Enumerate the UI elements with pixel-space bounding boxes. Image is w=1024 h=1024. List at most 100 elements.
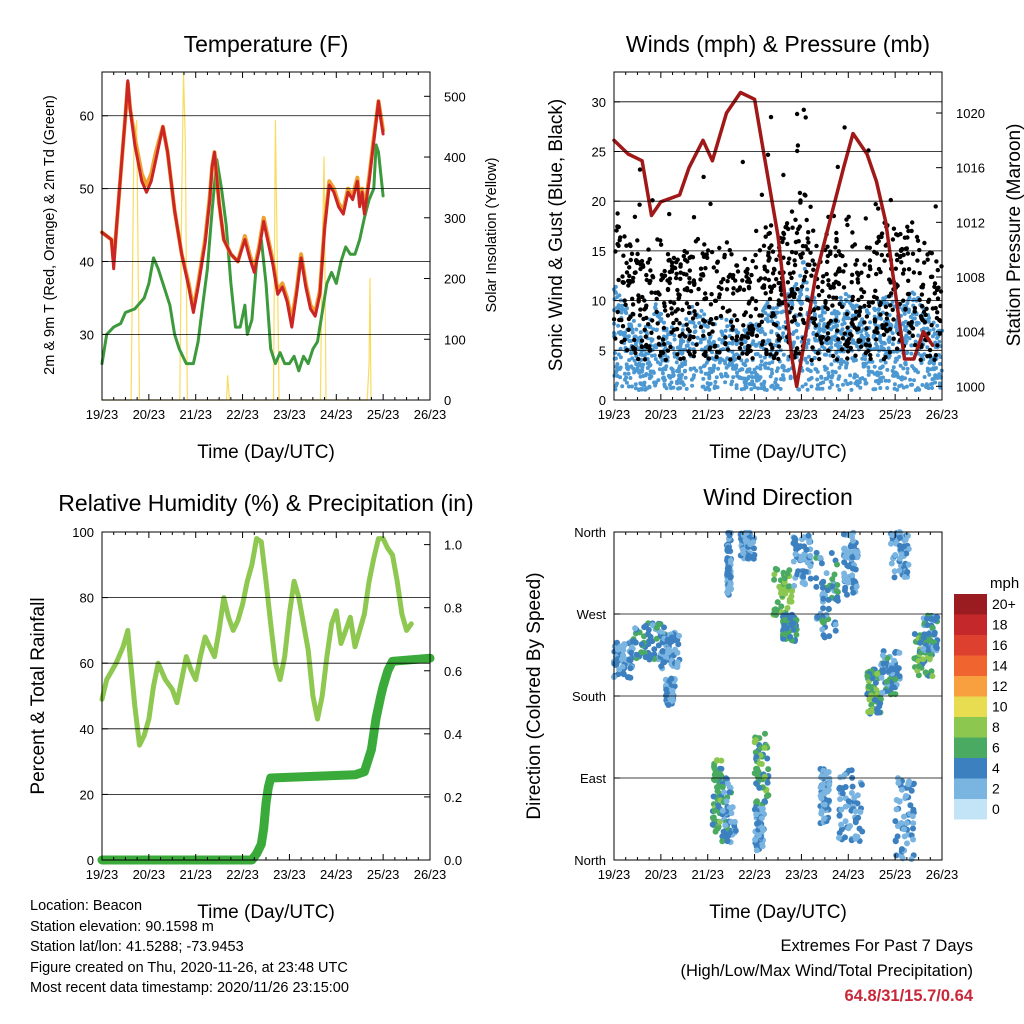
y-tick-label: 40	[80, 255, 94, 270]
gust-point	[919, 316, 924, 321]
direction-point	[620, 652, 627, 659]
x-tick-label: 26/23	[926, 407, 959, 422]
gust-point	[706, 356, 712, 361]
sonic-wind-point	[734, 363, 739, 368]
direction-point	[627, 665, 634, 672]
gust-point	[740, 278, 745, 283]
gust-point	[748, 314, 753, 319]
gust-point	[887, 326, 893, 332]
gust-point	[674, 326, 680, 332]
gust-point	[792, 258, 797, 263]
sonic-wind-point	[847, 294, 851, 299]
gust-point	[883, 304, 889, 309]
sonic-wind-point	[788, 376, 793, 381]
sonic-wind-point	[886, 346, 891, 351]
gust-point	[915, 258, 920, 263]
sonic-wind-point	[809, 376, 814, 380]
sonic-wind-point	[878, 386, 883, 390]
x-tick-label: 21/23	[691, 407, 724, 422]
gust-point	[703, 296, 709, 301]
gust-point	[858, 305, 863, 310]
sonic-wind-point	[782, 368, 787, 373]
sonic-wind-point	[877, 336, 882, 340]
gust-point	[828, 285, 833, 291]
direction-point	[819, 584, 826, 591]
sonic-wind-point	[703, 345, 708, 350]
direction-point	[778, 603, 785, 610]
gust-point	[644, 277, 649, 283]
x-tick-label: 25/23	[879, 867, 912, 882]
x-tick-label: 23/23	[785, 867, 818, 882]
sonic-wind-point	[914, 368, 918, 372]
direction-point	[664, 649, 671, 656]
gust-point	[789, 209, 795, 214]
direction-point	[848, 767, 855, 774]
gust-point	[677, 321, 682, 326]
y-tick-label: 25	[592, 145, 606, 160]
sonic-wind-point	[716, 366, 721, 371]
sonic-wind-point	[659, 318, 663, 323]
legend-label: 18	[992, 617, 1008, 633]
gust-point	[806, 230, 811, 235]
sonic-wind-point	[642, 353, 647, 358]
direction-point	[781, 631, 788, 638]
gust-point	[778, 288, 784, 293]
gust-point	[634, 258, 639, 263]
direction-point	[800, 573, 807, 580]
gust-point	[795, 287, 800, 292]
gust-point	[802, 192, 807, 197]
gust-point	[725, 309, 730, 314]
sonic-wind-point	[613, 284, 618, 289]
direction-point	[754, 773, 761, 780]
gust-point	[821, 274, 826, 279]
y2-tick-label: 1.0	[444, 538, 462, 553]
sonic-wind-point	[768, 374, 773, 379]
sonic-wind-point	[664, 364, 669, 369]
direction-point	[855, 814, 862, 821]
sonic-wind-point	[616, 352, 621, 357]
direction-point	[800, 568, 807, 575]
sonic-wind-point	[786, 367, 791, 372]
gust-point	[719, 286, 724, 291]
sonic-wind-point	[648, 325, 652, 330]
gust-point	[658, 242, 664, 247]
sonic-wind-point	[770, 360, 775, 365]
sonic-wind-point	[829, 311, 834, 316]
sonic-wind-point	[872, 306, 877, 311]
sonic-wind-point	[761, 308, 765, 313]
direction-point	[880, 660, 887, 667]
gust-point	[805, 236, 810, 241]
direction-point	[720, 828, 727, 835]
direction-point	[823, 770, 830, 777]
gust-point	[890, 307, 895, 312]
sonic-wind-point	[669, 366, 674, 371]
sonic-wind-point	[894, 371, 899, 376]
gust-point	[928, 274, 934, 280]
gust-point	[779, 300, 785, 306]
gust-point	[795, 143, 801, 148]
temperature-title: Temperature (F)	[184, 31, 349, 57]
gust-point	[629, 251, 635, 256]
direction-point	[893, 806, 900, 813]
gust-point	[615, 241, 620, 247]
direction-point	[903, 820, 910, 827]
gust-point	[835, 328, 840, 333]
gust-point	[637, 202, 642, 207]
direction-point	[892, 649, 899, 656]
gust-point	[703, 353, 708, 358]
gust-point	[760, 342, 765, 347]
gust-point	[631, 275, 636, 281]
sonic-wind-point	[805, 387, 810, 392]
sonic-wind-point	[717, 360, 722, 365]
gust-point	[877, 234, 882, 239]
direction-point	[904, 840, 910, 847]
sonic-wind-point	[627, 365, 632, 370]
direction-point	[626, 656, 633, 663]
direction-point	[910, 836, 917, 843]
sonic-wind-point	[905, 350, 910, 355]
dewpoint-line	[100, 143, 385, 373]
sonic-wind-point	[712, 363, 716, 368]
direction-point	[838, 821, 845, 828]
direction-point	[883, 678, 890, 685]
sonic-wind-point	[739, 387, 744, 392]
